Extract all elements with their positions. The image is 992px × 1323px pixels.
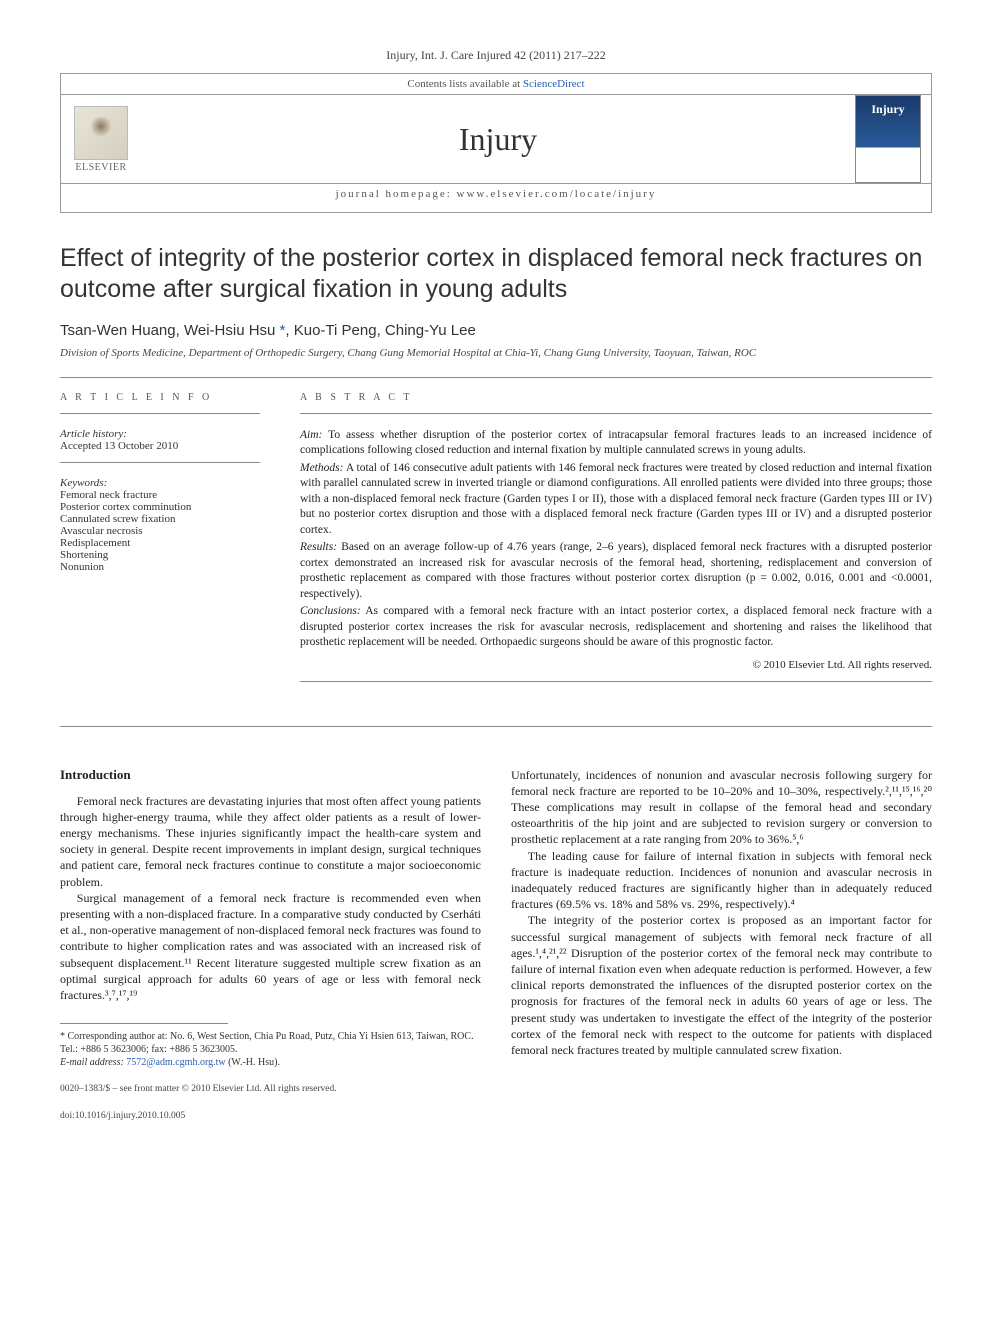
elsevier-logo: ELSEVIER [61,95,141,183]
history-text: Accepted 13 October 2010 [60,440,260,452]
abstract-heading: A B S T R A C T [300,392,932,403]
article-title: Effect of integrity of the posterior cor… [60,243,932,306]
abstract-column: A B S T R A C T Aim: To assess whether d… [300,392,932,696]
keyword: Avascular necrosis [60,525,260,537]
copyright-line: © 2010 Elsevier Ltd. All rights reserved… [300,659,932,671]
article-info-column: A R T I C L E I N F O Article history: A… [60,392,260,696]
elsevier-name: ELSEVIER [75,162,126,173]
rule [60,377,932,378]
author: Kuo-Ti Peng [294,322,377,339]
author: Ching-Yu Lee [385,322,476,339]
rule [300,681,932,682]
homepage-prefix: journal homepage: [336,188,457,200]
abstract-aim: Aim: To assess whether disruption of the… [300,428,932,459]
citation-line: Injury, Int. J. Care Injured 42 (2011) 2… [60,48,932,63]
body-paragraph: The leading cause for failure of interna… [511,848,932,913]
footnote-rule [60,1023,228,1024]
keyword: Shortening [60,549,260,561]
body-text: Introduction Femoral neck fractures are … [60,767,932,1122]
corresponding-star-icon: * [275,322,285,339]
email-footnote: E-mail address: 7572@adm.cgmh.org.tw (W.… [60,1056,481,1069]
right-column: Unfortunately, incidences of nonunion an… [511,767,932,1122]
contents-strip: Contents lists available at ScienceDirec… [61,74,931,95]
author: Wei-Hsiu Hsu [184,322,275,339]
homepage-strip: journal homepage: www.elsevier.com/locat… [61,183,931,204]
corresponding-footnote: * Corresponding author at: No. 6, West S… [60,1030,481,1056]
author-list: Tsan-Wen Huang, Wei-Hsiu Hsu *, Kuo-Ti P… [60,322,932,339]
sciencedirect-link[interactable]: ScienceDirect [523,78,585,90]
journal-header: Contents lists available at ScienceDirec… [60,73,932,213]
keyword: Cannulated screw fixation [60,513,260,525]
body-paragraph: The integrity of the posterior cortex is… [511,912,932,1058]
contents-prefix: Contents lists available at [407,78,522,90]
rule [60,413,260,414]
keyword: Posterior cortex comminution [60,501,260,513]
affiliation: Division of Sports Medicine, Department … [60,347,932,359]
keyword: Nonunion [60,561,260,573]
abstract-methods: Methods: A total of 146 consecutive adul… [300,461,932,539]
journal-cover-thumbnail [855,95,921,183]
rule [60,726,932,727]
email-link[interactable]: 7572@adm.cgmh.org.tw [126,1057,225,1068]
body-paragraph: Femoral neck fractures are devastating i… [60,793,481,890]
keywords-label: Keywords: [60,477,260,489]
abstract-results: Results: Based on an average follow-up o… [300,540,932,602]
journal-name: Injury [141,121,855,158]
keyword: Redisplacement [60,537,260,549]
abstract-conclusions: Conclusions: As compared with a femoral … [300,604,932,651]
doi-line: doi:10.1016/j.injury.2010.10.005 [60,1110,481,1122]
left-column: Introduction Femoral neck fractures are … [60,767,481,1122]
homepage-url: www.elsevier.com/locate/injury [457,188,657,200]
rule [300,413,932,414]
issn-line: 0020–1383/$ – see front matter © 2010 El… [60,1083,481,1095]
history-label: Article history: [60,428,260,440]
intro-heading: Introduction [60,767,481,783]
rule [60,462,260,463]
body-paragraph: Unfortunately, incidences of nonunion an… [511,767,932,848]
body-paragraph: Surgical management of a femoral neck fr… [60,890,481,1003]
author: Tsan-Wen Huang [60,322,176,339]
article-info-heading: A R T I C L E I N F O [60,392,260,403]
keyword: Femoral neck fracture [60,489,260,501]
elsevier-tree-icon [74,106,128,160]
